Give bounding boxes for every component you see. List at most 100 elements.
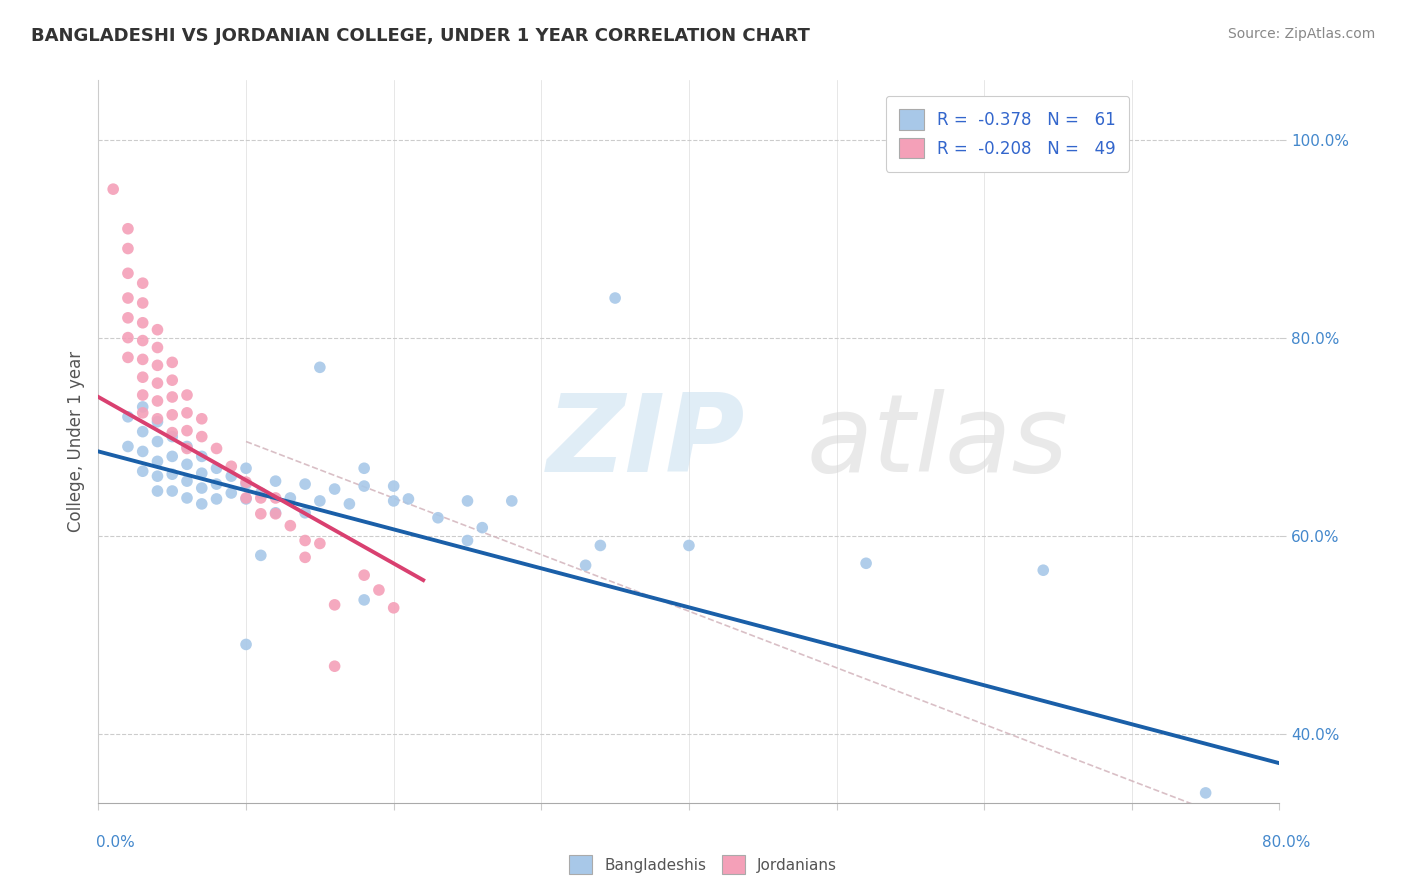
Point [294, 477, 316, 491]
Point [176, 442, 198, 456]
Point [280, 491, 302, 505]
Point [146, 376, 169, 391]
Point [117, 242, 139, 256]
Text: Source: ZipAtlas.com: Source: ZipAtlas.com [1227, 27, 1375, 41]
Text: atlas: atlas [807, 389, 1069, 494]
Text: 80.0%: 80.0% [1263, 836, 1310, 850]
Point [235, 475, 257, 489]
Point [132, 276, 155, 290]
Point [398, 491, 420, 506]
Point [309, 536, 332, 550]
Point [382, 479, 405, 493]
Point [575, 558, 598, 573]
Point [205, 477, 228, 491]
Point [205, 461, 228, 475]
Point [132, 388, 155, 402]
Point [162, 408, 183, 422]
Point [146, 341, 169, 355]
Point [132, 296, 155, 310]
Point [132, 425, 155, 439]
Point [176, 474, 198, 488]
Point [353, 461, 375, 475]
Point [264, 507, 287, 521]
Point [309, 360, 332, 375]
Point [191, 411, 214, 425]
Point [146, 415, 169, 429]
Point [117, 310, 139, 325]
Point [1195, 786, 1218, 800]
Point [235, 491, 257, 505]
Point [132, 370, 155, 384]
Point [146, 469, 169, 483]
Point [146, 411, 169, 425]
Legend: Bangladeshis, Jordanians: Bangladeshis, Jordanians [564, 849, 842, 880]
Point [162, 450, 183, 464]
Point [146, 323, 169, 337]
Point [501, 494, 523, 508]
Point [235, 491, 257, 506]
Point [146, 434, 169, 449]
Point [176, 388, 198, 402]
Point [146, 394, 169, 409]
Point [162, 483, 183, 498]
Point [117, 221, 139, 235]
Text: BANGLADESHI VS JORDANIAN COLLEGE, UNDER 1 YEAR CORRELATION CHART: BANGLADESHI VS JORDANIAN COLLEGE, UNDER … [31, 27, 810, 45]
Point [264, 474, 287, 488]
Point [294, 550, 316, 565]
Point [132, 316, 155, 330]
Point [294, 506, 316, 520]
Point [176, 424, 198, 438]
Point [235, 477, 257, 491]
Point [323, 659, 346, 673]
Point [117, 291, 139, 305]
Point [221, 469, 243, 483]
Point [132, 400, 155, 414]
Point [191, 497, 214, 511]
Point [162, 425, 183, 440]
Point [457, 533, 479, 548]
Point [117, 351, 139, 365]
Point [309, 494, 332, 508]
Point [264, 506, 287, 520]
Point [191, 450, 214, 464]
Point [589, 539, 612, 553]
Point [191, 481, 214, 495]
Point [146, 359, 169, 373]
Legend: R =  -0.378   N =   61, R =  -0.208   N =   49: R = -0.378 N = 61, R = -0.208 N = 49 [886, 95, 1129, 171]
Point [294, 533, 316, 548]
Point [221, 486, 243, 500]
Point [250, 486, 273, 500]
Point [205, 491, 228, 506]
Point [235, 461, 257, 475]
Point [382, 600, 405, 615]
Point [339, 497, 361, 511]
Point [117, 409, 139, 424]
Point [132, 334, 155, 348]
Point [323, 482, 346, 496]
Point [457, 494, 479, 508]
Point [162, 429, 183, 443]
Point [176, 406, 198, 420]
Point [132, 406, 155, 420]
Point [678, 539, 700, 553]
Point [117, 266, 139, 280]
Point [323, 598, 346, 612]
Point [855, 556, 877, 570]
Point [176, 491, 198, 505]
Point [176, 458, 198, 472]
Point [250, 491, 273, 505]
Point [146, 483, 169, 498]
Point [235, 637, 257, 651]
Point [162, 373, 183, 387]
Point [221, 459, 243, 474]
Point [117, 330, 139, 344]
Point [427, 510, 450, 524]
Point [471, 521, 494, 535]
Point [264, 491, 287, 505]
Point [103, 182, 125, 196]
Point [280, 518, 302, 533]
Text: 0.0%: 0.0% [96, 836, 135, 850]
Text: ZIP: ZIP [547, 389, 745, 494]
Point [605, 291, 627, 305]
Point [250, 549, 273, 563]
